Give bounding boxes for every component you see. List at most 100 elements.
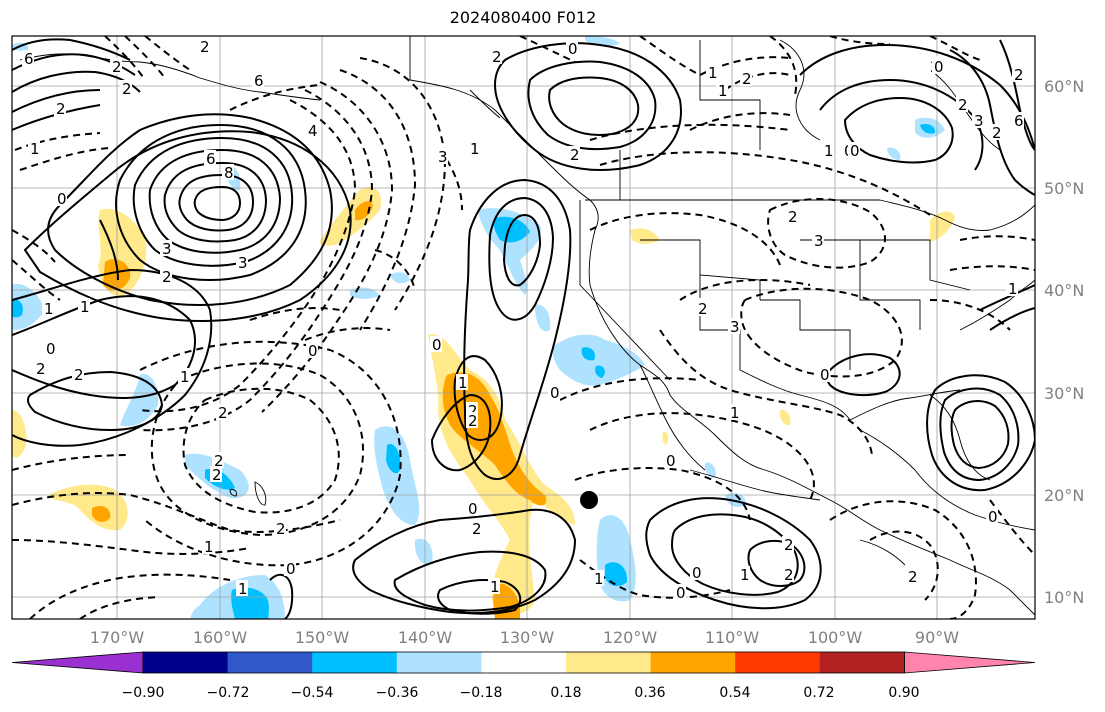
negative-region-strong (605, 562, 628, 586)
contour-label: 1 (30, 140, 40, 158)
contour-line (740, 287, 903, 378)
contour-line (12, 539, 251, 555)
contour-label: 0 (850, 142, 860, 160)
negative-region (12, 284, 45, 330)
contour-label: 2 (36, 360, 46, 378)
contour-label: 0 (676, 584, 686, 602)
contour-line (12, 38, 131, 61)
contour-label: 2 (492, 48, 502, 66)
contour-line (79, 596, 161, 619)
contour-label: 6 (24, 50, 34, 68)
contour-label: 2 (74, 366, 84, 384)
contour-line (178, 173, 255, 232)
contour-label: 0 (934, 58, 944, 76)
lon-label: 160°W (193, 628, 248, 647)
contour-label: 2 (698, 300, 708, 318)
contour-line (939, 387, 1020, 482)
colorbar-tick-label: −0.72 (207, 685, 250, 701)
contour-line (929, 36, 981, 61)
colorbar-segment (312, 652, 398, 673)
contour-label: 2 (218, 404, 228, 422)
contour-line (12, 229, 56, 263)
contour-line (23, 130, 352, 322)
contour-line (829, 36, 891, 45)
contour-line (869, 530, 939, 601)
contour-label: 0 (550, 384, 560, 402)
colorbar-extend-high (904, 651, 1036, 674)
contour-label: 8 (224, 164, 234, 182)
contour-label: 1 (718, 82, 728, 100)
contour-label: 0 (988, 508, 998, 526)
negative-region-strong (581, 347, 596, 361)
contour-label: 1 (80, 298, 90, 316)
contour-line (12, 89, 101, 113)
contour-label: 2 (992, 124, 1002, 142)
graticule (12, 36, 1035, 619)
contour-label: 2 (56, 100, 66, 118)
colorbar-extend-low (11, 651, 144, 674)
contour-line (139, 89, 374, 432)
negative-region-strong (386, 444, 401, 474)
contour-line (527, 60, 657, 151)
contour-label: 0 (568, 40, 578, 58)
contour-label: 0 (308, 342, 318, 360)
lat-label: 40°N (1044, 281, 1084, 300)
contour-line (639, 36, 701, 76)
contour-line (769, 36, 798, 96)
contour-label: 0 (692, 564, 702, 582)
contour-line (463, 178, 572, 480)
contour-label: 0 (57, 190, 67, 208)
contour-label: 0 (468, 500, 478, 518)
contour-line (999, 39, 1035, 151)
positive-region-strong (355, 201, 373, 221)
contour-line (12, 454, 131, 471)
contour-label: 1 (238, 580, 248, 598)
negative-region-strong (595, 365, 605, 378)
negative-region-strong (493, 216, 530, 243)
contour-line (352, 508, 577, 615)
latitude-labels: 60°N 50°N 40°N 30°N 20°N 10°N (1044, 77, 1084, 607)
negative-region (704, 462, 716, 478)
contour-line (645, 497, 822, 610)
contour-label: 2 (468, 402, 478, 420)
contour-label: 1 (1008, 280, 1018, 298)
contour-label: 2 (468, 412, 478, 430)
lat-label: 10°N (1044, 588, 1084, 607)
contour-line (47, 113, 333, 306)
lat-label: 50°N (1044, 179, 1084, 198)
contour-label: 3 (814, 232, 824, 250)
colorbar-tick-label: 0.90 (888, 685, 919, 701)
colorbar-segment (819, 652, 905, 673)
contour-line (589, 212, 781, 266)
contour-line (150, 362, 364, 537)
contour-label: 2 (1014, 66, 1024, 84)
contour-labels: 6 2 6 0 1 6 8 4 3 2 0 1 2 1 0 2 2 1 2 0 … (22, 38, 1024, 602)
colorbar-tick-label: 0.54 (719, 685, 750, 701)
storm-center-dot (580, 491, 598, 509)
contour-line (502, 213, 542, 287)
colorbar-segment (227, 652, 313, 673)
contour-line (269, 573, 294, 619)
positive-region (779, 409, 791, 426)
contour-label: 2 (570, 146, 580, 164)
contour-line (374, 249, 416, 291)
contour-line (12, 268, 213, 447)
contour-line (989, 499, 1035, 556)
lon-label: 120°W (603, 628, 658, 647)
contour-line (493, 42, 682, 171)
contour-line (950, 400, 1010, 470)
contour-line (193, 185, 242, 222)
contour-line (747, 539, 806, 587)
colorbar-segment (396, 652, 482, 673)
contour-line (926, 374, 1035, 492)
colorbar-tick-label: −0.36 (376, 685, 419, 701)
colorbar (11, 651, 1036, 674)
colorbar-tick-label: 0.18 (550, 685, 581, 701)
colorbar-tick-label: −0.54 (291, 685, 334, 701)
contour-line (182, 387, 340, 514)
contour-line (12, 259, 61, 301)
lon-label: 130°W (500, 628, 555, 647)
map-frame (11, 35, 1036, 620)
positive-region (930, 211, 955, 242)
